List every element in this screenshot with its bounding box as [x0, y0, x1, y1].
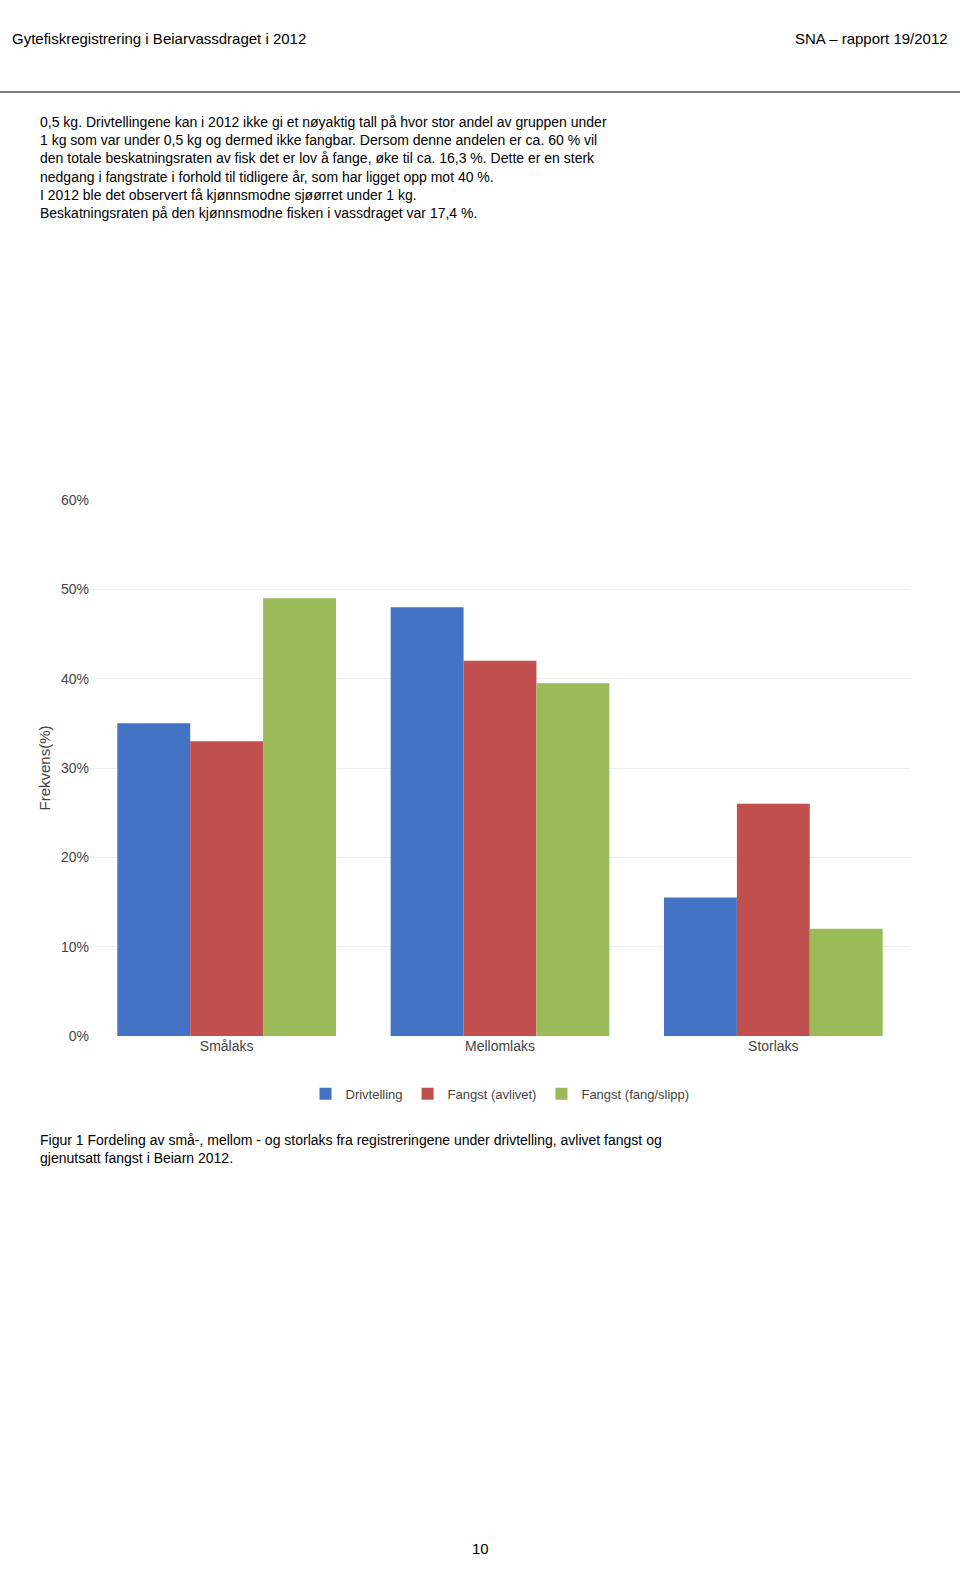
- svg-text:Smålaks: Smålaks: [200, 1038, 254, 1054]
- svg-text:SNA – rapport 19/2012: SNA – rapport 19/2012: [795, 30, 948, 47]
- svg-text:Mellomlaks: Mellomlaks: [465, 1038, 535, 1054]
- svg-text:30%: 30%: [61, 760, 89, 776]
- svg-text:Fangst (fang/slipp): Fangst (fang/slipp): [581, 1087, 689, 1102]
- svg-text:Drivtelling: Drivtelling: [346, 1087, 403, 1102]
- svg-text:10: 10: [472, 1540, 489, 1557]
- svg-text:0%: 0%: [69, 1028, 89, 1044]
- svg-text:Frekvens(%): Frekvens(%): [36, 725, 53, 810]
- svg-text:20%: 20%: [61, 849, 89, 865]
- svg-text:Figur 1 Fordeling av små-, mel: Figur 1 Fordeling av små-, mellom - og s…: [40, 1132, 662, 1166]
- svg-text:10%: 10%: [61, 939, 89, 955]
- svg-text:Fangst (avlivet): Fangst (avlivet): [448, 1087, 537, 1102]
- svg-text:60%: 60%: [61, 492, 89, 508]
- svg-text:Storlaks: Storlaks: [748, 1038, 799, 1054]
- svg-text:0,5 kg. Drivtellingene kan i 2: 0,5 kg. Drivtellingene kan i 2012 ikke g…: [40, 114, 607, 221]
- svg-text:Gytefiskregistrering i Beiarva: Gytefiskregistrering i Beiarvassdraget i…: [12, 30, 306, 47]
- svg-text:50%: 50%: [61, 581, 89, 597]
- svg-text:40%: 40%: [61, 671, 89, 687]
